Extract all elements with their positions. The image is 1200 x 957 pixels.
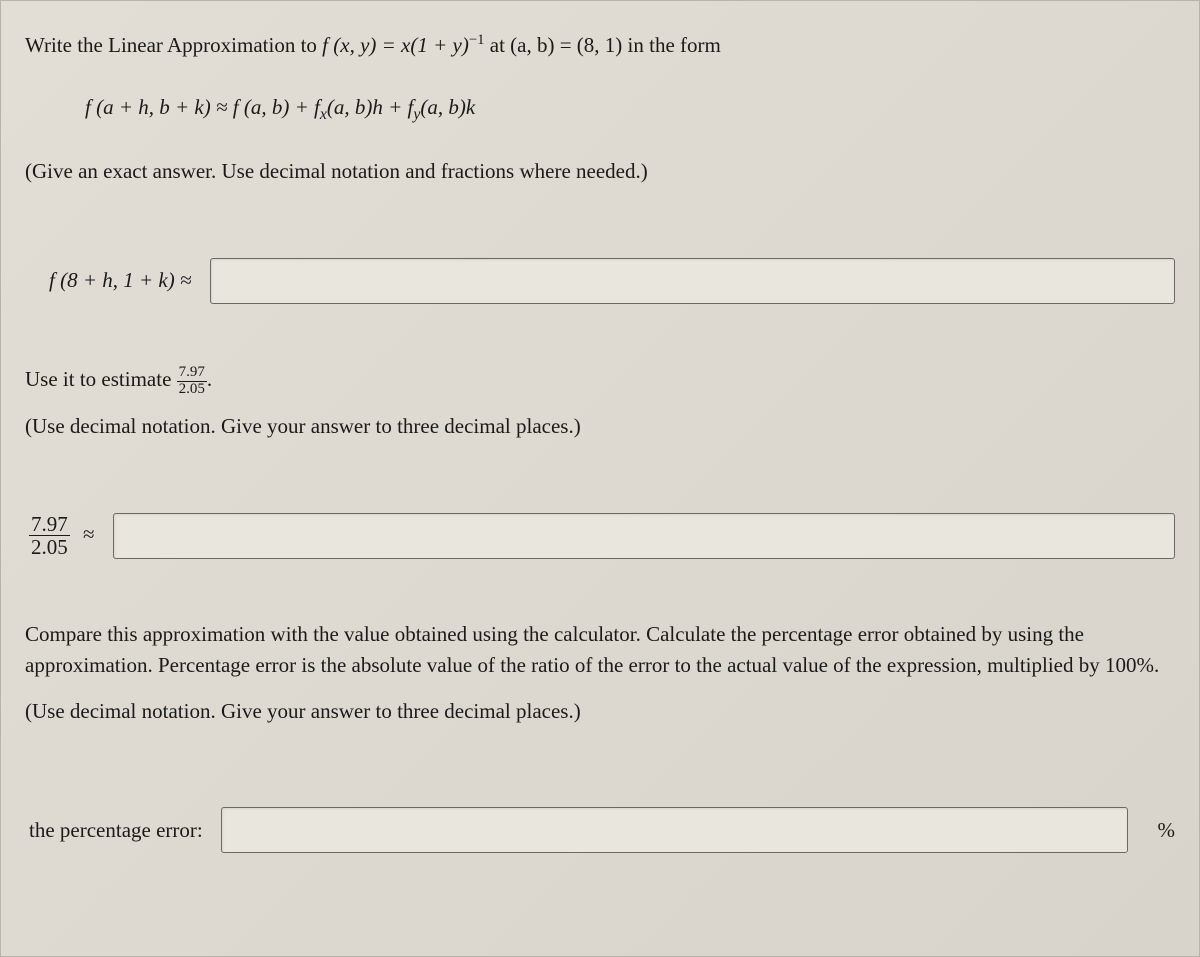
q1-fx-sub: x <box>320 106 327 123</box>
q2-inline-frac-den: 2.05 <box>177 382 207 398</box>
q1-fxy: f (x, y) = x(1 + y) <box>322 33 469 57</box>
q2-answer-input[interactable] <box>113 513 1175 559</box>
q2-answer-frac-den: 2.05 <box>29 536 70 558</box>
q2-approx-symbol: ≈ <box>83 522 95 546</box>
q2-period: . <box>207 367 212 391</box>
q2-answer-fraction: 7.97 2.05 <box>29 513 70 558</box>
q3-paragraph: Compare this approximation with the valu… <box>25 619 1175 682</box>
q2-inline-fraction: 7.97 2.05 <box>177 365 207 398</box>
q3-answer-row: the percentage error: % <box>29 807 1175 853</box>
problem-page: Write the Linear Approximation to f (x, … <box>0 0 1200 957</box>
q1-exp: −1 <box>469 32 485 48</box>
q1-formula-mid1: (a, b)h + f <box>327 95 414 119</box>
q3-hint: (Use decimal notation. Give your answer … <box>25 696 1175 728</box>
q1-hint: (Give an exact answer. Use decimal notat… <box>25 156 1175 188</box>
q1-answer-input[interactable] <box>210 258 1175 304</box>
q1-intro-text-2: at (a, b) = (8, 1) in the form <box>490 33 721 57</box>
q2-intro: Use it to estimate 7.97 2.05 . <box>25 364 1175 397</box>
q2-hint: (Use decimal notation. Give your answer … <box>25 411 1175 443</box>
q2-answer-row: 7.97 2.05 ≈ <box>29 513 1175 559</box>
q1-intro-text-1: Write the Linear Approximation to <box>25 33 322 57</box>
q1-answer-label: f (8 + h, 1 + k) ≈ <box>49 268 192 293</box>
q2-answer-label: 7.97 2.05 ≈ <box>29 513 95 558</box>
q1-answer-row: f (8 + h, 1 + k) ≈ <box>49 258 1175 304</box>
q3-answer-input[interactable] <box>221 807 1128 853</box>
q1-formula-rhs1: f (a, b) + f <box>233 95 320 119</box>
q1-formula-lhs: f (a + h, b + k) ≈ <box>85 95 233 119</box>
q2-inline-frac-num: 7.97 <box>177 365 207 382</box>
q3-unit: % <box>1158 818 1176 843</box>
q1-intro: Write the Linear Approximation to f (x, … <box>25 29 1175 62</box>
q2-answer-frac-num: 7.97 <box>29 513 70 536</box>
q1-formula: f (a + h, b + k) ≈ f (a, b) + fx(a, b)h … <box>85 92 1175 127</box>
q3-answer-label: the percentage error: <box>29 818 203 843</box>
q2-intro-text: Use it to estimate <box>25 367 177 391</box>
q1-formula-mid2: (a, b)k <box>420 95 475 119</box>
